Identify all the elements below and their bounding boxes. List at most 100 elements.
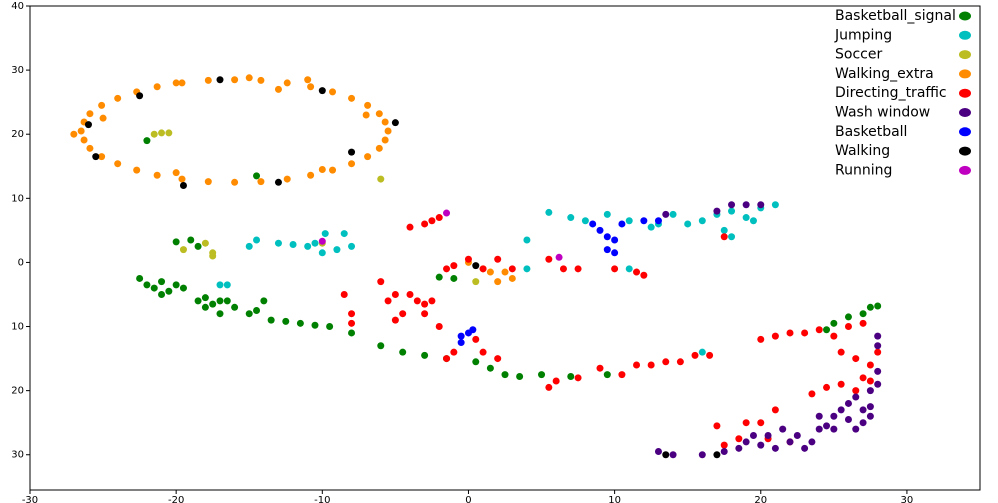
point <box>165 129 173 137</box>
point <box>552 377 560 385</box>
point <box>318 165 326 173</box>
y-tick-label: 30 <box>11 450 24 461</box>
point <box>399 310 407 318</box>
y-tick-label: 0 <box>18 257 24 268</box>
legend-marker <box>959 165 971 175</box>
point <box>329 166 337 174</box>
point <box>508 274 516 282</box>
point <box>720 226 728 234</box>
point <box>567 214 575 222</box>
y-tick-label: 10 <box>11 322 24 333</box>
point <box>757 201 765 209</box>
point <box>654 448 662 456</box>
point <box>364 101 372 109</box>
legend-marker <box>959 88 971 98</box>
point <box>633 361 641 369</box>
point <box>837 380 845 388</box>
point <box>179 284 187 292</box>
point <box>260 297 268 305</box>
point <box>793 432 801 440</box>
point <box>194 242 202 250</box>
point <box>172 281 180 289</box>
point <box>603 210 611 218</box>
point <box>421 310 429 318</box>
point <box>603 246 611 254</box>
x-tick-label: 10 <box>608 495 621 503</box>
point <box>728 233 736 241</box>
point <box>508 265 516 273</box>
point <box>844 399 852 407</box>
point <box>70 130 78 138</box>
point <box>647 223 655 231</box>
legend-label: Soccer <box>835 47 882 63</box>
x-tick-label: -10 <box>314 495 330 503</box>
point <box>201 303 209 311</box>
y-tick-label: 30 <box>11 65 24 76</box>
legend-label: Directing_traffic <box>835 85 947 101</box>
point <box>348 148 356 156</box>
point <box>786 329 794 337</box>
point <box>633 268 641 276</box>
legend-label: Wash window <box>835 105 930 121</box>
point <box>413 297 421 305</box>
point <box>257 178 265 186</box>
point <box>136 92 144 100</box>
point <box>603 233 611 241</box>
point <box>153 83 161 91</box>
point <box>859 406 867 414</box>
point <box>274 239 282 247</box>
point <box>98 153 106 161</box>
point <box>801 444 809 452</box>
point <box>713 422 721 430</box>
point <box>555 253 563 261</box>
point <box>381 136 389 144</box>
legend-label: Basketball <box>835 124 907 140</box>
x-tick-label: 0 <box>465 495 471 503</box>
point <box>209 300 217 308</box>
point <box>421 220 429 228</box>
point <box>450 348 458 356</box>
point <box>706 351 714 359</box>
point <box>348 242 356 250</box>
point <box>742 214 750 222</box>
point <box>771 332 779 340</box>
point <box>311 239 319 247</box>
point <box>603 371 611 379</box>
y-tick-label: 10 <box>11 193 24 204</box>
point <box>713 207 721 215</box>
point <box>201 294 209 302</box>
point <box>844 323 852 331</box>
point <box>852 355 860 363</box>
point <box>179 181 187 189</box>
point <box>815 412 823 420</box>
point <box>611 265 619 273</box>
point <box>133 166 141 174</box>
point <box>457 332 465 340</box>
point <box>450 274 458 282</box>
point <box>728 201 736 209</box>
point <box>443 265 451 273</box>
point <box>362 111 370 119</box>
point <box>479 265 487 273</box>
point <box>158 278 166 286</box>
point <box>377 175 385 183</box>
legend-marker <box>959 30 971 40</box>
point <box>326 323 334 331</box>
point <box>852 425 860 433</box>
point <box>479 348 487 356</box>
point <box>823 326 831 334</box>
point <box>348 160 356 168</box>
point <box>830 332 838 340</box>
point <box>698 451 706 459</box>
point <box>662 451 670 459</box>
point <box>92 153 100 161</box>
point <box>472 358 480 366</box>
point <box>153 171 161 179</box>
point <box>757 419 765 427</box>
point <box>318 237 326 245</box>
x-tick-label: -20 <box>168 495 184 503</box>
point <box>662 210 670 218</box>
point <box>713 451 721 459</box>
point <box>204 76 212 84</box>
legend-label: Basketball_signal <box>835 8 956 24</box>
